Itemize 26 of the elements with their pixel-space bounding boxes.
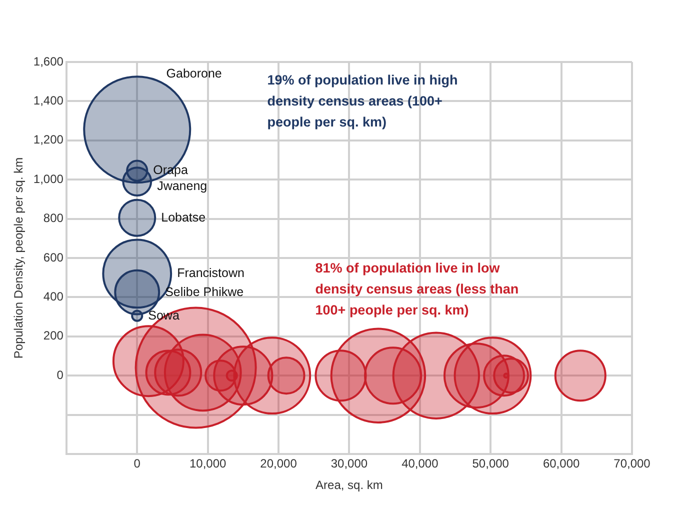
- y-tick-label: 1,600: [33, 54, 64, 68]
- x-tick-label: 10,000: [189, 456, 226, 471]
- x-tick-label: 30,000: [330, 456, 368, 471]
- y-tick-label: 800: [43, 211, 64, 226]
- y-tick-label: 1,000: [33, 172, 64, 186]
- annotation: Francistown: [177, 266, 244, 280]
- y-tick-label: 1,200: [33, 132, 64, 147]
- x-tick-label: 70,000: [614, 456, 651, 471]
- x-tick-label: 20,000: [260, 456, 298, 471]
- y-tick-label: 200: [43, 328, 64, 343]
- x-tick-label: 50,000: [472, 456, 510, 471]
- x-tick-label: 0: [134, 456, 141, 471]
- annotation: Jwaneng: [157, 179, 208, 194]
- annotation: Selibe Phikwe: [165, 284, 244, 299]
- annotation: 19% of population live in high density census areas (100+ people per sq. km): [267, 72, 458, 130]
- x-tick-label: 60,000: [542, 456, 580, 471]
- y-tick-label: 600: [43, 250, 64, 264]
- y-axis-title: Population Density, people per sq. km: [12, 157, 26, 359]
- y-tick-label: 1,400: [33, 94, 64, 108]
- y-tick-label: 400: [43, 290, 64, 304]
- y-tick-label: 0: [56, 368, 64, 382]
- annotation: Gaborone: [166, 66, 222, 80]
- x-axis-title: Area, sq. km: [316, 478, 383, 492]
- x-tick-label: 40,000: [402, 456, 439, 471]
- annotation: Lobatse: [161, 210, 206, 224]
- annotation: 81% of population live in low density census areas (less than 100+ people per sq. km): [315, 260, 519, 318]
